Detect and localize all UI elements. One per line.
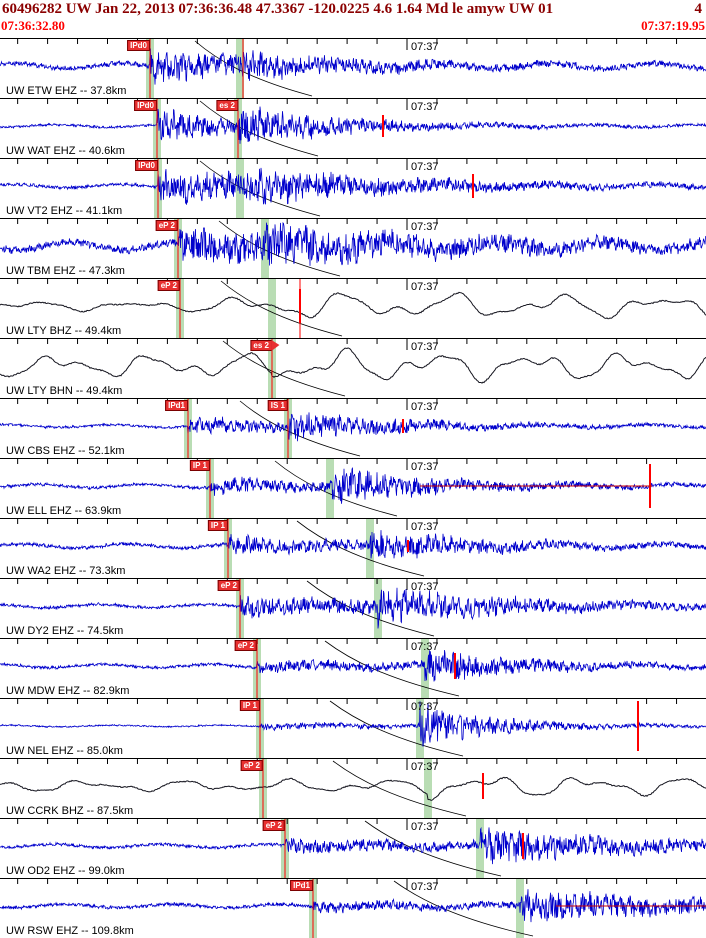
- waveform-plot[interactable]: [0, 879, 706, 938]
- pick-flag[interactable]: IPd1: [290, 880, 313, 891]
- minute-label: 07:37: [411, 101, 439, 113]
- waveform-plot[interactable]: [0, 159, 706, 218]
- pick-flag[interactable]: eP 2: [217, 580, 240, 591]
- minute-label: 07:37: [411, 341, 439, 353]
- station-label[interactable]: UW CCRK BHZ -- 87.5km: [6, 805, 134, 817]
- station-label[interactable]: UW WA2 EHZ -- 73.3km: [6, 565, 126, 577]
- pick-flag[interactable]: eP 2: [155, 220, 178, 231]
- pick-flag[interactable]: eP 2: [240, 760, 263, 771]
- station-label[interactable]: UW VT2 EHZ -- 41.1km: [6, 205, 123, 217]
- pick-flag[interactable]: eP 2: [262, 820, 285, 831]
- pick-flag[interactable]: eP 2: [157, 280, 180, 291]
- pick-flag[interactable]: IPd0: [134, 100, 157, 111]
- station-label[interactable]: UW DY2 EHZ -- 74.5km: [6, 625, 124, 637]
- station-label[interactable]: UW LTY BHN -- 49.4km: [6, 385, 123, 397]
- pick-flag[interactable]: IP 1: [189, 460, 210, 471]
- minute-label: 07:37: [411, 701, 439, 713]
- waveform-plot[interactable]: [0, 99, 706, 158]
- minute-label: 07:37: [411, 461, 439, 473]
- waveform-plot[interactable]: [0, 279, 706, 338]
- trace-panel[interactable]: 07:37 UW ELL EHZ -- 63.9km IP 1: [0, 458, 706, 518]
- minute-label: 07:37: [411, 521, 439, 533]
- pick-flag[interactable]: es 2: [216, 100, 238, 111]
- minute-label: 07:37: [411, 221, 439, 233]
- pick-flag[interactable]: eP 2: [234, 640, 257, 651]
- pick-flag[interactable]: IPd0: [135, 160, 158, 171]
- minute-label: 07:37: [411, 761, 439, 773]
- minute-label: 07:37: [411, 821, 439, 833]
- pick-flag[interactable]: IP 1: [239, 700, 260, 711]
- trace-panel[interactable]: 07:37 UW CCRK BHZ -- 87.5km eP 2: [0, 758, 706, 818]
- trace-panel[interactable]: 07:37 UW VT2 EHZ -- 41.1km IPd0: [0, 158, 706, 218]
- pick-flag[interactable]: IPd0: [127, 40, 150, 51]
- trace-panel[interactable]: 07:37 UW WA2 EHZ -- 73.3km IP 1: [0, 518, 706, 578]
- waveform-plot[interactable]: [0, 219, 706, 278]
- waveform-plot[interactable]: [0, 759, 706, 818]
- pick-flag[interactable]: es 2: [250, 340, 279, 351]
- trace-panel[interactable]: 07:37 UW OD2 EHZ -- 99.0km eP 2: [0, 818, 706, 878]
- waveform-plot[interactable]: [0, 399, 706, 458]
- station-label[interactable]: UW OD2 EHZ -- 99.0km: [6, 865, 125, 877]
- station-label[interactable]: UW RSW EHZ -- 109.8km: [6, 925, 134, 937]
- minute-label: 07:37: [411, 881, 439, 893]
- pick-flag[interactable]: IP 1: [207, 520, 228, 531]
- station-label[interactable]: UW ETW EHZ -- 37.8km: [6, 85, 127, 97]
- event-header: 60496282 UW Jan 22, 2013 07:36:36.48 47.…: [0, 0, 706, 38]
- minute-label: 07:37: [411, 41, 439, 53]
- station-label[interactable]: UW WAT EHZ -- 40.6km: [6, 145, 125, 157]
- pick-flag[interactable]: IS 1: [267, 400, 288, 411]
- trace-panel[interactable]: 07:37 UW NEL EHZ -- 85.0km IP 1: [0, 698, 706, 758]
- minute-label: 07:37: [411, 281, 439, 293]
- station-label[interactable]: UW TBM EHZ -- 47.3km: [6, 265, 125, 277]
- waveform-plot[interactable]: [0, 459, 706, 518]
- station-label[interactable]: UW LTY BHZ -- 49.4km: [6, 325, 122, 337]
- waveform-plot[interactable]: [0, 639, 706, 698]
- minute-label: 07:37: [411, 641, 439, 653]
- waveform-plot[interactable]: [0, 819, 706, 878]
- station-label[interactable]: UW CBS EHZ -- 52.1km: [6, 445, 125, 457]
- pick-pennant-icon: [271, 340, 279, 351]
- trace-panel[interactable]: 07:37 UW TBM EHZ -- 47.3km eP 2: [0, 218, 706, 278]
- station-label[interactable]: UW MDW EHZ -- 82.9km: [6, 685, 130, 697]
- station-label[interactable]: UW ELL EHZ -- 63.9km: [6, 505, 122, 517]
- event-summary: 60496282 UW Jan 22, 2013 07:36:36.48 47.…: [2, 1, 554, 17]
- waveform-plot[interactable]: [0, 39, 706, 98]
- trace-list: 07:37 UW ETW EHZ -- 37.8km IPd0 07:37 UW…: [0, 38, 706, 938]
- pick-flag[interactable]: IPd1: [165, 400, 188, 411]
- trace-panel[interactable]: 07:37 UW MDW EHZ -- 82.9km eP 2: [0, 638, 706, 698]
- waveform-plot[interactable]: [0, 519, 706, 578]
- trace-panel[interactable]: 07:37 UW RSW EHZ -- 109.8km IPd1: [0, 878, 706, 938]
- window-start-time: 07:36:32.80: [1, 18, 65, 33]
- window-end-time: 07:37:19.95: [641, 18, 705, 33]
- trace-panel[interactable]: 07:37 UW LTY BHZ -- 49.4km eP 2: [0, 278, 706, 338]
- event-flag-count: 4: [694, 1, 703, 17]
- trace-panel[interactable]: 07:37 UW CBS EHZ -- 52.1km IPd1 IS 1: [0, 398, 706, 458]
- trace-panel[interactable]: 07:37 UW DY2 EHZ -- 74.5km eP 2: [0, 578, 706, 638]
- time-window: 07:36:32.80 07:37:19.95: [0, 18, 706, 34]
- minute-label: 07:37: [411, 401, 439, 413]
- waveform-plot[interactable]: [0, 579, 706, 638]
- station-label[interactable]: UW NEL EHZ -- 85.0km: [6, 745, 123, 757]
- trace-panel[interactable]: 07:37 UW WAT EHZ -- 40.6km IPd0 es 2: [0, 98, 706, 158]
- minute-label: 07:37: [411, 581, 439, 593]
- trace-panel[interactable]: 07:37 UW LTY BHN -- 49.4km es 2: [0, 338, 706, 398]
- minute-label: 07:37: [411, 161, 439, 173]
- waveform-plot[interactable]: [0, 699, 706, 758]
- trace-panel[interactable]: 07:37 UW ETW EHZ -- 37.8km IPd0: [0, 38, 706, 98]
